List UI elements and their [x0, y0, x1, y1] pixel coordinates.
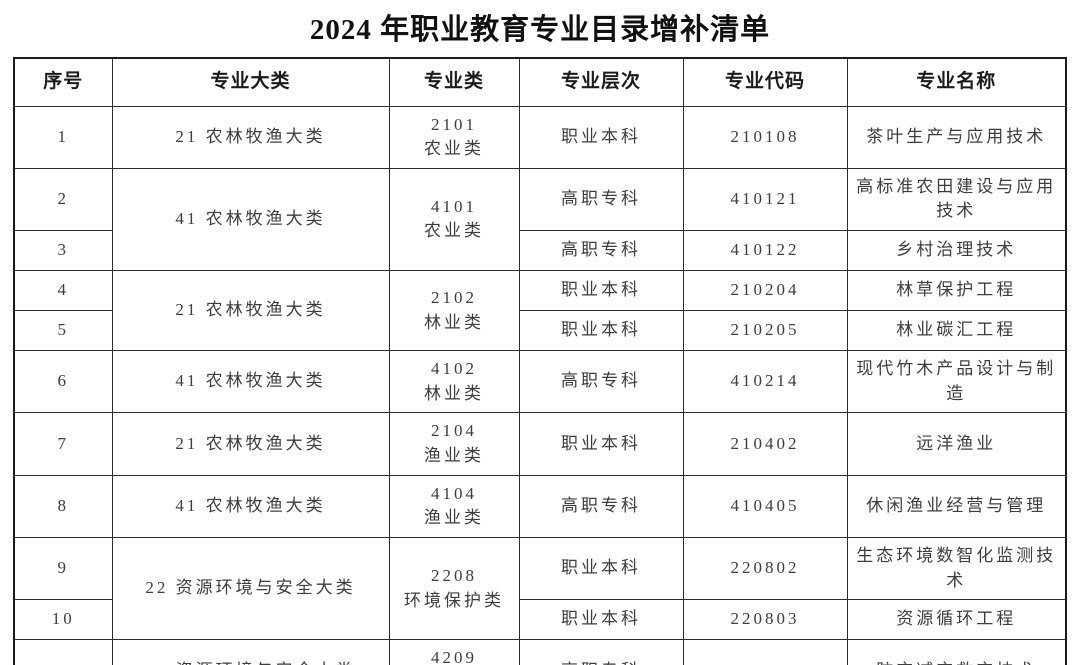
table-row: 5 职业本科 210205 林业碳汇工程 — [13, 310, 1067, 352]
cell-serial-number: 1 — [13, 105, 113, 169]
table-row: 7 21 农林牧渔大类 2104 渔业类 职业本科 210402 远洋渔业 — [13, 412, 1067, 476]
table-row: 6 41 农林牧渔大类 4102 林业类 高职专科 410214 现代竹木产品设… — [13, 350, 1067, 414]
cell-serial-number: 6 — [13, 350, 113, 414]
header-major-category: 专业大类 — [111, 57, 390, 107]
table-row: 10 职业本科 220803 资源循环工程 — [13, 599, 1067, 641]
cell-major-category: 21 农林牧渔大类 — [111, 270, 390, 352]
cell-serial-number: 4 — [13, 270, 113, 312]
cell-major-code: 210108 — [682, 105, 848, 169]
cell-major-class: 4102 林业类 — [388, 350, 520, 414]
header-major-name: 专业名称 — [846, 57, 1067, 107]
cell-education-level: 职业本科 — [518, 599, 684, 641]
cell-major-class: 2104 渔业类 — [388, 412, 520, 476]
cell-major-name: 休闲渔业经营与管理 — [846, 474, 1067, 538]
header-major-class: 专业类 — [388, 57, 520, 107]
table-row: 4 21 农林牧渔大类 2102 林业类 职业本科 210204 林草保护工程 — [13, 270, 1067, 352]
cell-major-category: 41 农林牧渔大类 — [111, 350, 390, 414]
cell-major-category: 42 资源环境与安全大类 — [111, 639, 390, 665]
cell-major-name: 资源循环工程 — [846, 599, 1067, 641]
catalog-table: 序号 专业大类 专业类 专业层次 专业代码 专业名称 1 21 农林牧渔大类 2… — [13, 57, 1067, 665]
page-title: 2024 年职业教育专业目录增补清单 — [309, 14, 771, 46]
cell-major-class: 4104 渔业类 — [388, 474, 520, 538]
cell-major-code: 410405 — [682, 474, 848, 538]
header-major-code: 专业代码 — [682, 57, 848, 107]
cell-education-level: 职业本科 — [518, 412, 684, 476]
cell-education-level: 职业本科 — [518, 105, 684, 169]
cell-major-code: 210205 — [682, 310, 848, 352]
table-row: 9 22 资源环境与安全大类 2208 环境保护类 职业本科 220802 生态… — [13, 536, 1067, 641]
cell-major-name: 防灾减灾救灾技术 — [846, 639, 1067, 665]
cell-serial-number: 8 — [13, 474, 113, 538]
cell-major-code: 410122 — [682, 230, 848, 272]
cell-major-category: 22 资源环境与安全大类 — [111, 536, 390, 641]
cell-major-class: 2102 林业类 — [388, 270, 520, 352]
cell-major-code: 220803 — [682, 599, 848, 641]
cell-serial-number: 5 — [13, 310, 113, 352]
cell-major-name: 茶叶生产与应用技术 — [846, 105, 1067, 169]
cell-major-code: 220802 — [682, 536, 848, 601]
cell-serial-number: 2 — [13, 167, 113, 232]
cell-major-code: 410214 — [682, 350, 848, 414]
cell-major-class: 4209 安全类 — [388, 639, 520, 665]
cell-serial-number: 10 — [13, 599, 113, 641]
cell-major-name: 高标准农田建设与应用技术 — [846, 167, 1067, 232]
cell-major-name: 远洋渔业 — [846, 412, 1067, 476]
cell-education-level: 高职专科 — [518, 230, 684, 272]
cell-major-class: 2101 农业类 — [388, 105, 520, 169]
cell-major-category: 41 农林牧渔大类 — [111, 474, 390, 538]
cell-serial-number: 3 — [13, 230, 113, 272]
header-serial-number: 序号 — [13, 57, 113, 107]
cell-education-level: 高职专科 — [518, 167, 684, 232]
cell-education-level: 高职专科 — [518, 474, 684, 538]
header-education-level: 专业层次 — [518, 57, 684, 107]
cell-education-level: 职业本科 — [518, 270, 684, 312]
table-row: 1 21 农林牧渔大类 2101 农业类 职业本科 210108 茶叶生产与应用… — [13, 105, 1067, 169]
cell-major-code: 210402 — [682, 412, 848, 476]
cell-major-name: 林业碳汇工程 — [846, 310, 1067, 352]
cell-serial-number: 7 — [13, 412, 113, 476]
table-row: 2 41 农林牧渔大类 4101 农业类 高职专科 410121 高标准农田建设… — [13, 167, 1067, 272]
cell-major-code: 420909 — [682, 639, 848, 665]
table-row: 8 41 农林牧渔大类 4104 渔业类 高职专科 410405 休闲渔业经营与… — [13, 474, 1067, 538]
cell-serial-number: 9 — [13, 536, 113, 601]
cell-education-level: 高职专科 — [518, 639, 684, 665]
cell-major-code: 410121 — [682, 167, 848, 232]
cell-education-level: 职业本科 — [518, 310, 684, 352]
table-row: 11 42 资源环境与安全大类 4209 安全类 高职专科 420909 防灾减… — [13, 639, 1067, 665]
cell-major-name: 乡村治理技术 — [846, 230, 1067, 272]
cell-major-class: 2208 环境保护类 — [388, 536, 520, 641]
cell-education-level: 高职专科 — [518, 350, 684, 414]
cell-major-name: 现代竹木产品设计与制造 — [846, 350, 1067, 414]
cell-major-category: 21 农林牧渔大类 — [111, 412, 390, 476]
cell-major-name: 生态环境数智化监测技术 — [846, 536, 1067, 601]
table-header-row: 序号 专业大类 专业类 专业层次 专业代码 专业名称 — [13, 57, 1067, 107]
cell-major-category: 21 农林牧渔大类 — [111, 105, 390, 169]
cell-serial-number: 11 — [13, 639, 113, 665]
cell-major-class: 4101 农业类 — [388, 167, 520, 272]
cell-education-level: 职业本科 — [518, 536, 684, 601]
cell-major-name: 林草保护工程 — [846, 270, 1067, 312]
cell-major-code: 210204 — [682, 270, 848, 312]
cell-major-category: 41 农林牧渔大类 — [111, 167, 390, 272]
